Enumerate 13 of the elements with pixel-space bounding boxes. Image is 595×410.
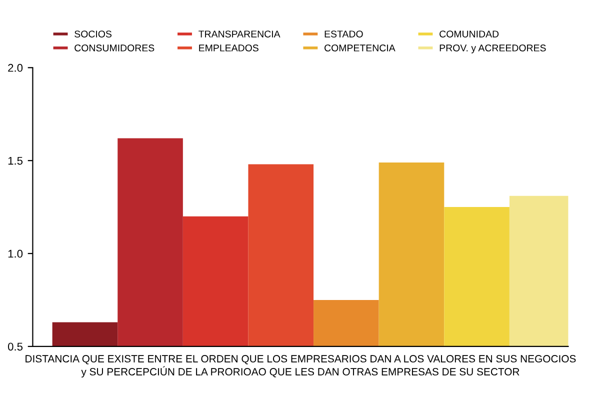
- legend-label: EMPLEADOS: [199, 44, 258, 52]
- legend-label: COMUNIDAD: [440, 30, 499, 38]
- legend-label: PROV. y ACREEDORES: [440, 44, 546, 54]
- legend-label: CONSUMIDORES: [74, 44, 154, 52]
- legend-label: COMPETENCIA: [324, 44, 396, 52]
- x-axis-title: DISTANCIA QUE EXISTE ENTRE EL ORDEN QUE LOS EMPRESARIOS DAN A LOS VALORES EN SUS NEGOCIOS y SU PERCEPCIÚN DE LA PRORIOAO QUE LES DAN OTRAS EMPRESAS DE SU SECTOR: [26, 355, 576, 378]
- y-tick-label: 2.0: [8, 64, 23, 72]
- legend-label: TRANSPARENCIA: [198, 30, 280, 38]
- y-tick-label: 0.5: [8, 342, 23, 351]
- legend-label: SOCIOS: [74, 30, 112, 38]
- y-tick-label: 1.0: [8, 250, 23, 258]
- legend-label: ESTADO: [324, 30, 363, 38]
- y-tick-label: 1.5: [8, 156, 23, 165]
